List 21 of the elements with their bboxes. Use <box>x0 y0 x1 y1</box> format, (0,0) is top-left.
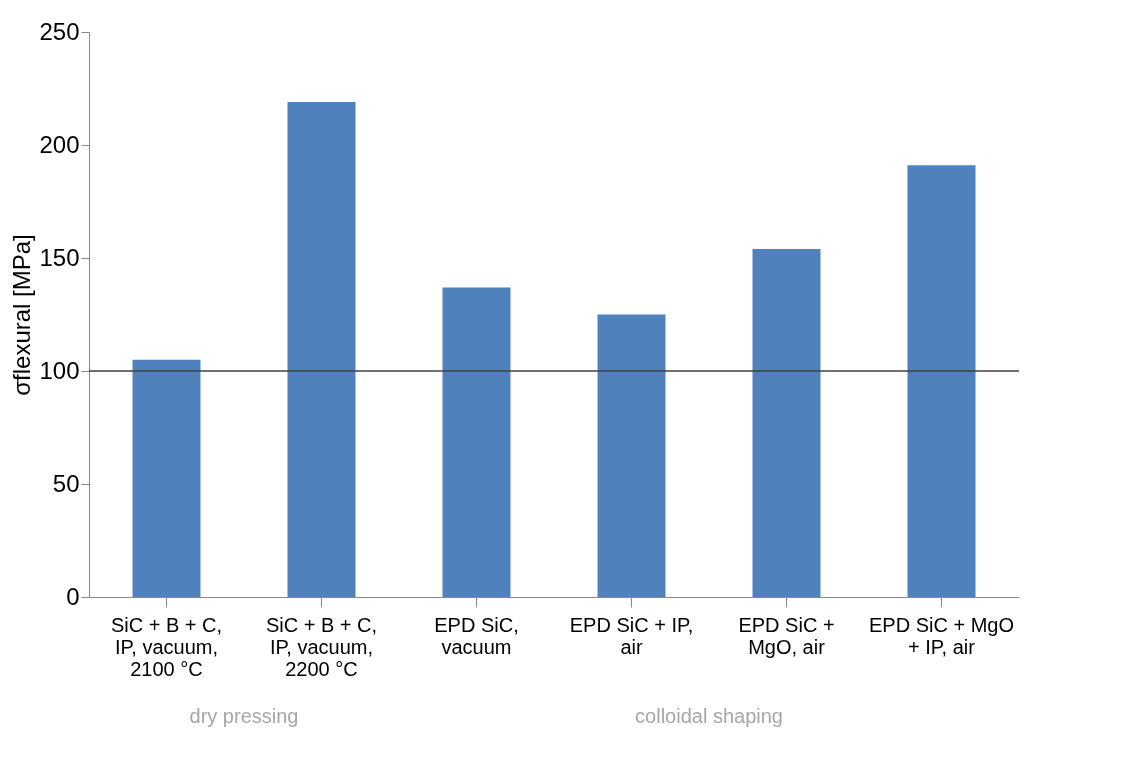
y-axis-title: σflexural [MPa] <box>8 234 36 396</box>
bar <box>132 359 201 597</box>
bar <box>907 165 976 597</box>
bar <box>597 314 666 597</box>
y-tick-label: 150 <box>39 243 80 271</box>
bar <box>287 102 356 597</box>
y-tick-label: 200 <box>39 130 80 158</box>
y-tick-label: 250 <box>39 17 80 45</box>
y-tick-label: 100 <box>39 356 80 384</box>
y-tick-label: 50 <box>52 469 80 497</box>
x-tick-label: SiC + B + C, IP, vacuum, 2200 °C <box>265 613 378 680</box>
y-tick-label: 0 <box>66 582 80 610</box>
x-tick-label: EPD SiC + MgO + IP, air <box>868 613 1015 658</box>
bar <box>442 287 511 597</box>
x-tick-label: EPD SiC + MgO, air <box>738 613 835 658</box>
text: colloidal shaping <box>635 705 783 727</box>
x-tick-label: EPD SiC, vacuum <box>434 613 519 658</box>
x-tick-label: SiC + B + C, IP, vacuum, 2100 °C <box>110 613 223 680</box>
bar <box>752 248 821 597</box>
text: dry pressing <box>189 705 299 727</box>
x-tick-label: EPD SiC + IP, air <box>569 613 694 658</box>
